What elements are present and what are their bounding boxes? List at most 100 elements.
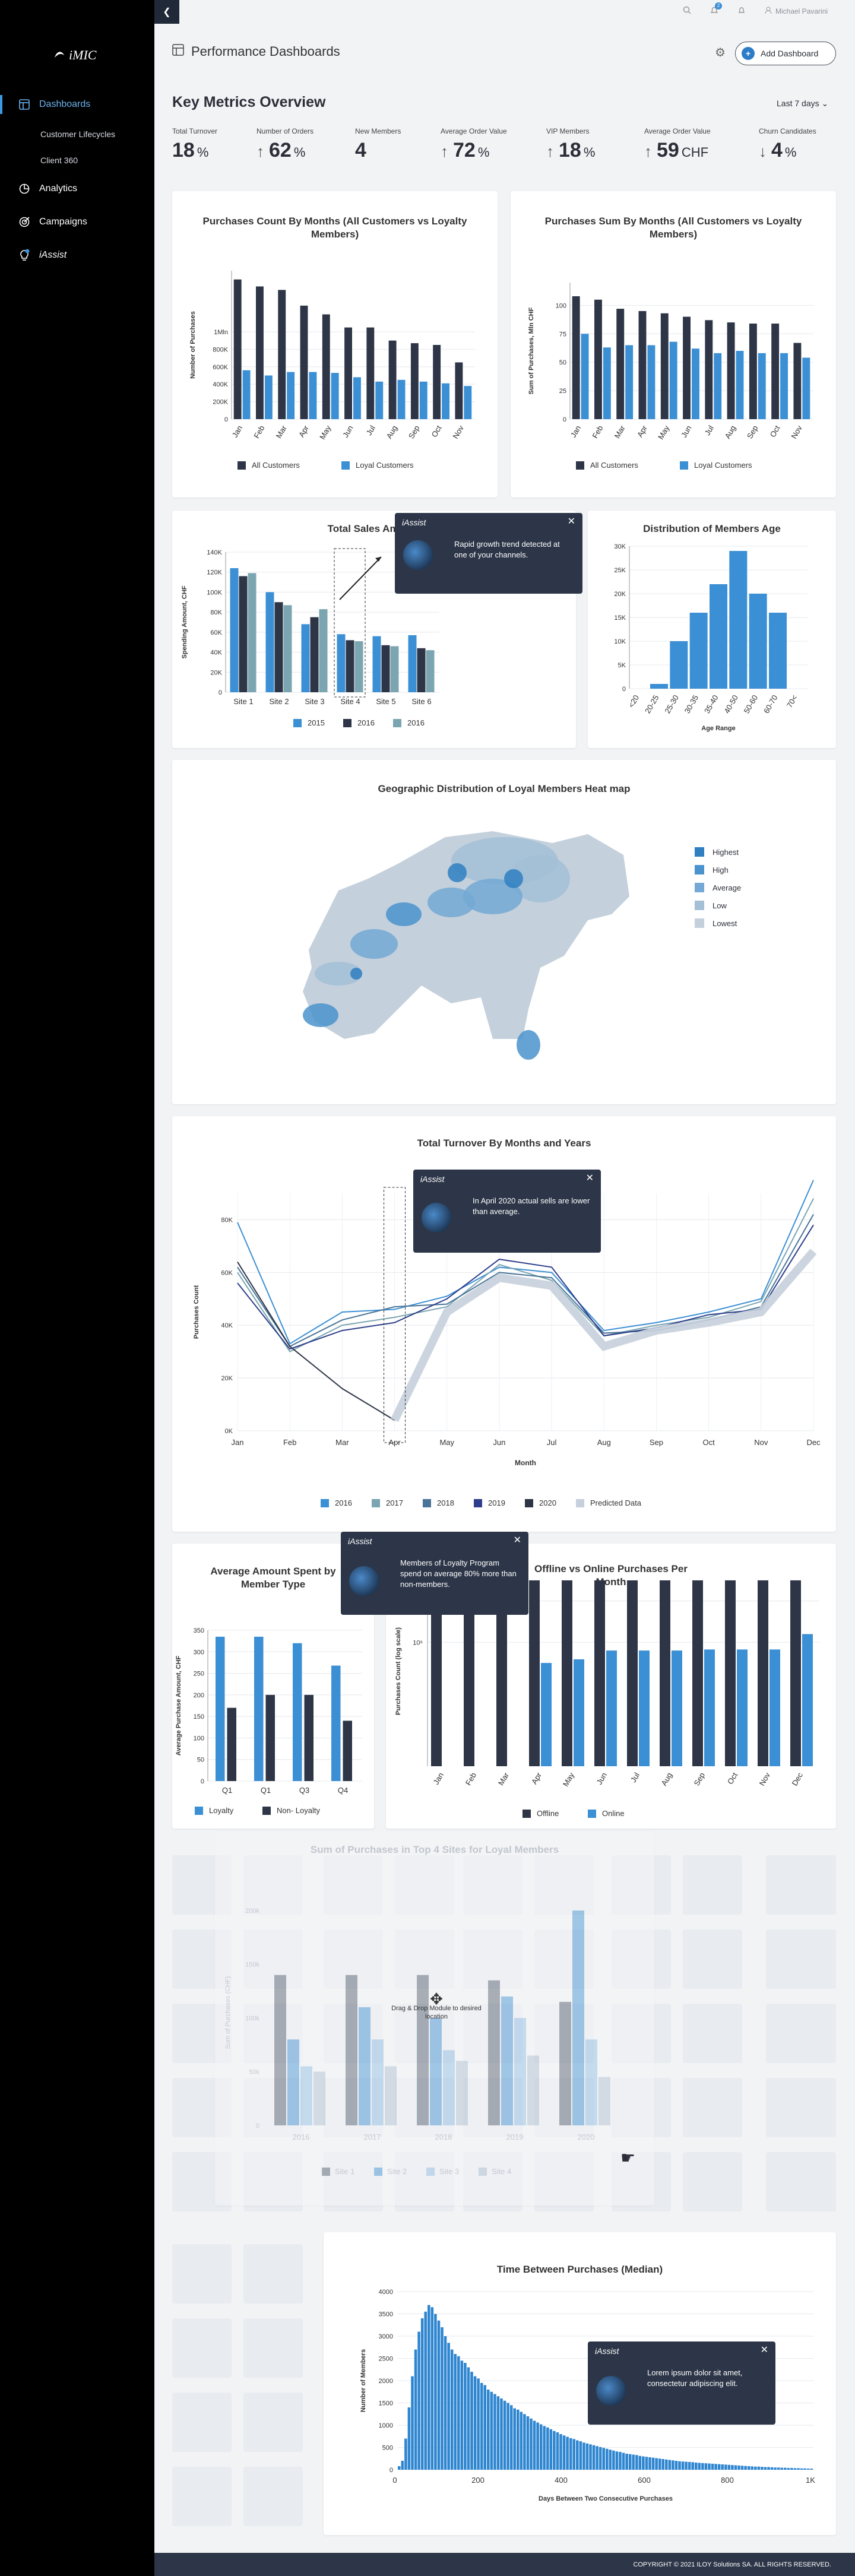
- legend-item: High: [695, 861, 741, 879]
- x-tick-label: Q1: [261, 1786, 271, 1795]
- x-tick-label: Aug: [385, 424, 400, 441]
- iassist-tooltip-april[interactable]: iAssist ✕ In April 2020 actual sells are…: [413, 1170, 601, 1253]
- legend-item: Average: [695, 879, 741, 896]
- bar: [790, 2468, 793, 2470]
- nav-dashboards[interactable]: Dashboards: [0, 95, 154, 114]
- card-total-sales[interactable]: Total Sales Amount 0 20K 40K 60K 80K 100K 120K…: [172, 511, 576, 748]
- close-icon[interactable]: ✕: [760, 2345, 768, 2355]
- iassist-tooltip-growth[interactable]: iAssist ✕ Rapid growth trend detected at…: [395, 513, 582, 594]
- user-menu[interactable]: Michael Pavarini: [765, 7, 828, 15]
- bar: [450, 2349, 454, 2470]
- x-tick-label: Jun: [493, 1438, 505, 1447]
- x-tick-label: Aug: [597, 1438, 611, 1447]
- drop-zone-slot: [172, 2467, 232, 2526]
- bar: [346, 1975, 357, 2125]
- search-icon[interactable]: [683, 6, 691, 16]
- close-icon[interactable]: ✕: [513, 1535, 521, 1545]
- y-tick-label: 0: [563, 416, 566, 423]
- heat-region: [504, 869, 523, 888]
- bar: [594, 299, 602, 419]
- settings-button[interactable]: ⚙: [715, 45, 726, 60]
- bell-icon[interactable]: [737, 6, 746, 16]
- y-tick-label: 80K: [210, 609, 222, 616]
- x-tick-label: Apr: [530, 1770, 543, 1786]
- bar: [464, 386, 472, 419]
- bar: [424, 2311, 427, 2470]
- kpi-card[interactable]: New Members 4: [355, 127, 401, 162]
- bar: [714, 2464, 717, 2470]
- bar: [744, 2466, 747, 2470]
- y-axis-label: Number of Purchases: [189, 311, 197, 379]
- bar: [606, 2448, 609, 2470]
- y-tick-label: 0K: [225, 1428, 233, 1435]
- bar: [797, 2468, 800, 2470]
- bar: [309, 372, 317, 419]
- kpi-card[interactable]: Average Order Value ↑ 72%: [441, 127, 507, 162]
- bar: [685, 2461, 688, 2470]
- y-tick-label: 1500: [379, 2400, 393, 2407]
- kpi-card[interactable]: Number of Orders ↑ 62%: [256, 127, 314, 162]
- drop-zone-slot: [766, 2004, 836, 2063]
- bar: [747, 2466, 750, 2470]
- dragged-module-top-sites[interactable]: Sum of Purchases in Top 4 Sites for Loya…: [215, 1832, 654, 2206]
- card-members-age[interactable]: Distribution of Members Age 0 5K 10K 15K 20K…: [588, 511, 836, 748]
- bar: [506, 2403, 509, 2470]
- legend-label: 2016: [357, 718, 375, 727]
- notifications-icon[interactable]: 2: [710, 2, 722, 16]
- bar: [585, 2443, 589, 2470]
- card-purchases-count[interactable]: Purchases Count By Months (All Customers…: [172, 191, 498, 498]
- drop-zone-slot: [172, 2318, 232, 2378]
- y-tick-label: 200k: [245, 1908, 259, 1915]
- x-tick-label: Nov: [758, 1771, 772, 1788]
- nav-analytics[interactable]: Analytics: [0, 179, 154, 198]
- bar: [672, 2460, 674, 2470]
- card-heatmap[interactable]: Geographic Distribution of Loyal Members…: [172, 760, 836, 1104]
- y-tick-label: 20K: [614, 591, 626, 598]
- app-logo[interactable]: iMIC: [52, 47, 96, 63]
- x-tick-label: 2018: [435, 2133, 452, 2141]
- x-tick-label: Mar: [274, 423, 289, 439]
- x-tick-label: 2016: [293, 2133, 310, 2141]
- bar: [274, 602, 283, 692]
- card-avg-amount[interactable]: Average Amount Spent by Member Type 0 50 1…: [172, 1544, 374, 1829]
- bar: [278, 290, 286, 419]
- bar: [750, 2466, 753, 2470]
- kpi-card[interactable]: Total Turnover 18%: [172, 127, 217, 162]
- nav-iassist[interactable]: iAssist: [0, 246, 154, 265]
- kpi-card[interactable]: VIP Members ↑ 18%: [546, 127, 595, 162]
- collapse-sidebar-button[interactable]: ❮: [154, 0, 179, 24]
- kpi-number: 18: [172, 139, 195, 161]
- iassist-tooltip-lorem[interactable]: iAssist ✕ Lorem ipsum dolor sit amet, co…: [588, 2341, 775, 2425]
- legend-label: Loyalty: [209, 1806, 234, 1815]
- bar: [757, 2466, 761, 2470]
- bar: [802, 1634, 813, 1766]
- nav-sub-client-360[interactable]: Client 360: [40, 156, 78, 165]
- grab-cursor-icon: ☛: [620, 2149, 636, 2167]
- bar: [457, 2356, 460, 2470]
- bar: [598, 2447, 602, 2470]
- kpi-label: Average Order Value: [644, 127, 711, 135]
- card-purchases-sum[interactable]: Purchases Sum By Months (All Customers v…: [511, 191, 836, 498]
- bar: [764, 2467, 767, 2470]
- close-icon[interactable]: ✕: [567, 517, 575, 527]
- add-dashboard-button[interactable]: + Add Dashboard: [735, 42, 836, 65]
- kpi-card[interactable]: Average Order Value ↑ 59 CHF: [644, 127, 711, 162]
- legend-label: Site 3: [439, 2167, 459, 2176]
- bar: [419, 381, 428, 419]
- date-range-select[interactable]: Last 7 days ⌄: [777, 99, 828, 109]
- x-tick-label: 0: [392, 2476, 397, 2485]
- bar: [539, 2424, 543, 2470]
- legend-label: 2018: [437, 1498, 454, 1507]
- iassist-tooltip-loyalty[interactable]: iAssist ✕ Members of Loyalty Program spe…: [341, 1532, 528, 1615]
- nav-campaigns[interactable]: Campaigns: [0, 213, 154, 232]
- bar: [592, 2445, 596, 2470]
- bar: [239, 576, 248, 692]
- bar: [543, 2426, 546, 2470]
- x-tick-label: Jul: [703, 424, 715, 437]
- close-icon[interactable]: ✕: [585, 1173, 594, 1183]
- legend-label: Average: [712, 883, 742, 892]
- kpi-card[interactable]: Churn Candidates ↓ 4%: [759, 127, 816, 162]
- bar: [523, 2414, 526, 2470]
- nav-sub-customer-lifecycles[interactable]: Customer Lifecycles: [40, 129, 116, 139]
- bar: [692, 348, 699, 419]
